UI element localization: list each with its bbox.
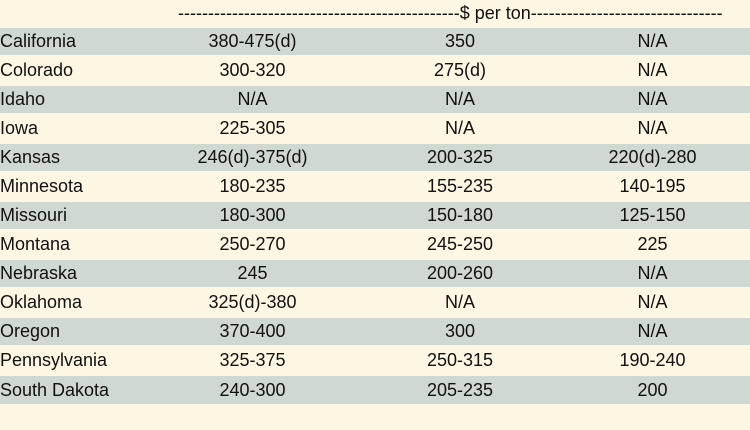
price-cell: N/A xyxy=(555,258,750,288)
table-row: Oklahoma 325(d)-380 N/A N/A xyxy=(0,287,750,317)
price-cell: 220(d)-280 xyxy=(555,142,750,172)
price-cell: 155-235 xyxy=(365,171,555,201)
table-row: Iowa 225-305 N/A N/A xyxy=(0,113,750,143)
price-cell: 245 xyxy=(140,258,365,288)
price-cell: 180-300 xyxy=(140,200,365,230)
price-cell: 200 xyxy=(555,374,750,404)
price-cell: N/A xyxy=(555,113,750,143)
price-table: California 380-475(d) 350 N/A Colorado 3… xyxy=(0,26,750,404)
table-row: Minnesota 180-235 155-235 140-195 xyxy=(0,171,750,201)
dash-left: ----------------------------------------… xyxy=(178,3,460,23)
price-cell: 370-400 xyxy=(140,316,365,346)
table-row: Pennsylvania 325-375 250-315 190-240 xyxy=(0,345,750,375)
state-cell: Iowa xyxy=(0,113,140,143)
price-cell: 245-250 xyxy=(365,229,555,259)
price-cell: N/A xyxy=(555,55,750,85)
price-cell: 250-315 xyxy=(365,345,555,375)
price-cell: 200-260 xyxy=(365,258,555,288)
table-header: ----------------------------------------… xyxy=(0,0,750,26)
price-cell: 225 xyxy=(555,229,750,259)
price-cell: 190-240 xyxy=(555,345,750,375)
price-cell: 380-475(d) xyxy=(140,26,365,56)
state-cell: Oklahoma xyxy=(0,287,140,317)
price-cell: 225-305 xyxy=(140,113,365,143)
price-cell: 240-300 xyxy=(140,374,365,404)
price-cell: 275(d) xyxy=(365,55,555,85)
price-cell: 150-180 xyxy=(365,200,555,230)
state-cell: Kansas xyxy=(0,142,140,172)
price-cell: 300-320 xyxy=(140,55,365,85)
price-cell: N/A xyxy=(365,84,555,114)
state-cell: Pennsylvania xyxy=(0,345,140,375)
state-cell: Montana xyxy=(0,229,140,259)
table-row: Oregon 370-400 300 N/A xyxy=(0,316,750,346)
price-cell: 325-375 xyxy=(140,345,365,375)
state-cell: Colorado xyxy=(0,55,140,85)
table-row: Nebraska 245 200-260 N/A xyxy=(0,258,750,288)
price-cell: 200-325 xyxy=(365,142,555,172)
table-row: South Dakota 240-300 205-235 200 xyxy=(0,374,750,404)
price-cell: 246(d)-375(d) xyxy=(140,142,365,172)
price-cell: N/A xyxy=(140,84,365,114)
state-cell: Minnesota xyxy=(0,171,140,201)
table-row: Kansas 246(d)-375(d) 200-325 220(d)-280 xyxy=(0,142,750,172)
price-table-body: California 380-475(d) 350 N/A Colorado 3… xyxy=(0,26,750,404)
price-cell: N/A xyxy=(555,26,750,56)
price-cell: N/A xyxy=(365,113,555,143)
table-row: California 380-475(d) 350 N/A xyxy=(0,26,750,56)
price-cell: 250-270 xyxy=(140,229,365,259)
unit-header: ----------------------------------------… xyxy=(178,2,723,24)
price-cell: 180-235 xyxy=(140,171,365,201)
unit-label: $ per ton xyxy=(459,3,531,23)
price-cell: N/A xyxy=(555,316,750,346)
price-cell: 205-235 xyxy=(365,374,555,404)
price-cell: 325(d)-380 xyxy=(140,287,365,317)
price-cell: 350 xyxy=(365,26,555,56)
state-cell: California xyxy=(0,26,140,56)
table-row: Idaho N/A N/A N/A xyxy=(0,84,750,114)
table-row: Montana 250-270 245-250 225 xyxy=(0,229,750,259)
table-row: Colorado 300-320 275(d) N/A xyxy=(0,55,750,85)
state-cell: South Dakota xyxy=(0,374,140,404)
price-cell: N/A xyxy=(555,84,750,114)
state-cell: Oregon xyxy=(0,316,140,346)
price-cell: 140-195 xyxy=(555,171,750,201)
table-row: Missouri 180-300 150-180 125-150 xyxy=(0,200,750,230)
price-cell: 300 xyxy=(365,316,555,346)
state-cell: Idaho xyxy=(0,84,140,114)
state-cell: Nebraska xyxy=(0,258,140,288)
price-cell: N/A xyxy=(555,287,750,317)
price-cell: 125-150 xyxy=(555,200,750,230)
price-cell: N/A xyxy=(365,287,555,317)
state-cell: Missouri xyxy=(0,200,140,230)
dash-right: ----------------------------------------… xyxy=(530,3,723,23)
